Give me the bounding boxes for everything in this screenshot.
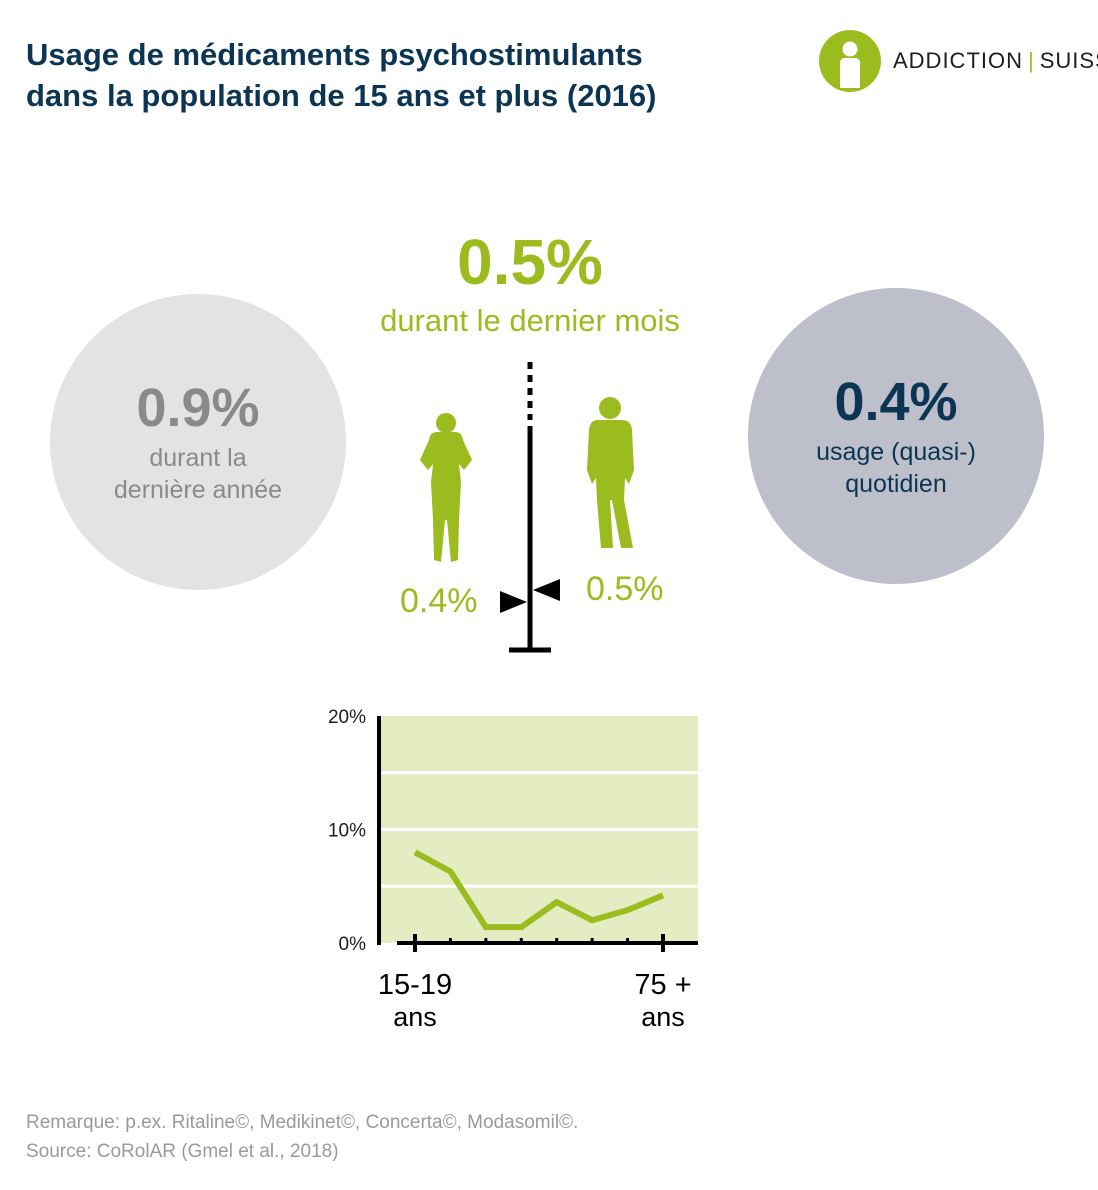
female-percentage: 0.4% — [400, 582, 478, 620]
remark-note: Remarque: p.ex. Ritaline©, Medikinet©, C… — [26, 1112, 579, 1133]
daily-use-value: 0.4% — [834, 372, 958, 432]
last-year-circle: 0.9% durant la dernière année — [50, 294, 346, 590]
source-note: Source: CoRolAR (Gmel et al., 2018) — [26, 1141, 339, 1162]
logo-separator: | — [1028, 48, 1035, 73]
chart-x-label: 15-19 — [378, 969, 452, 1001]
last-year-label: durant la dernière année — [114, 442, 282, 506]
chart-x-label-unit: ans — [393, 1002, 437, 1032]
title-line-2: dans la population de 15 ans et plus (20… — [26, 78, 657, 113]
title-line-1: Usage de médicaments psychostimulants — [26, 37, 643, 72]
page-title: Usage de médicaments psychostimulants da… — [26, 34, 786, 116]
last-year-label-line-2: dernière année — [113, 476, 283, 504]
chart-y-tick-label: 20% — [328, 707, 366, 728]
daily-use-label-line-2: quotidien — [845, 470, 947, 498]
last-month-value: 0.5% — [457, 226, 603, 298]
addiction-suisse-logo-icon — [819, 30, 881, 92]
chart-x-label: 75 + — [634, 969, 691, 1001]
daily-use-label: usage (quasi-) quotidien — [816, 436, 976, 500]
male-percentage: 0.5% — [586, 570, 664, 608]
chart-y-tick-label: 10% — [328, 821, 366, 842]
chart-x-label-unit: ans — [641, 1002, 685, 1032]
daily-use-label-line-1: usage (quasi-) — [816, 438, 976, 466]
logo-wordmark: ADDICTION|SUISSE — [893, 48, 1098, 74]
logo-word-addiction: ADDICTION — [893, 48, 1023, 73]
daily-use-circle: 0.4% usage (quasi-) quotidien — [748, 288, 1044, 584]
chart-series-line — [413, 849, 665, 931]
footnotes: Remarque: p.ex. Ritaline©, Medikinet©, C… — [26, 1108, 578, 1166]
last-year-value: 0.9% — [136, 378, 260, 438]
last-year-label-line-1: durant la — [149, 444, 247, 472]
logo-word-suisse: SUISSE — [1039, 48, 1098, 73]
chart-y-tick-label: 0% — [339, 934, 367, 955]
last-month-label: durant le dernier mois — [380, 303, 680, 338]
